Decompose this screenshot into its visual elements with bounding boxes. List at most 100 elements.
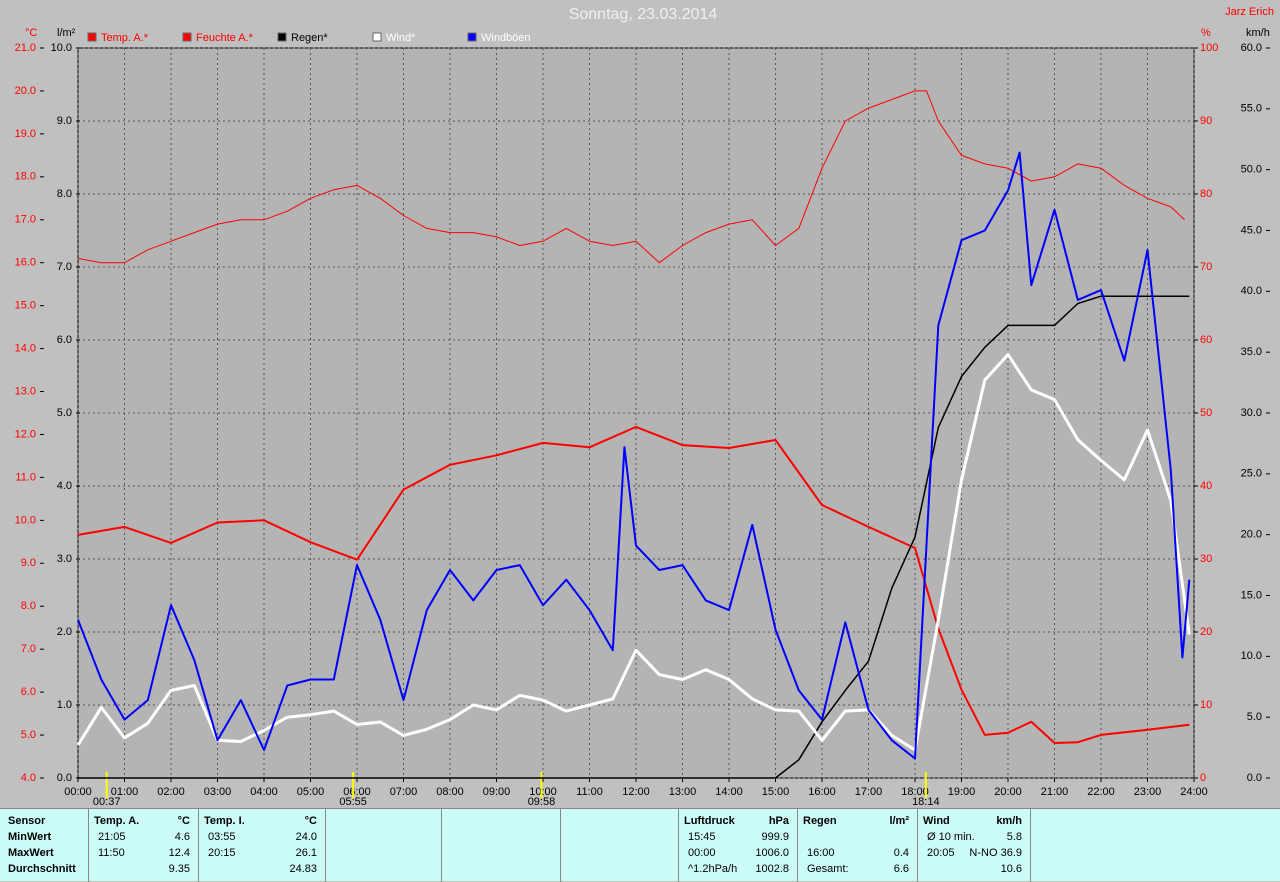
- cell-value: 24.0: [295, 831, 317, 843]
- x-tick-label: 15:00: [762, 786, 790, 798]
- cell-label: 16:00: [807, 847, 835, 859]
- cell-value: 6.6: [893, 863, 909, 875]
- legend-label: Windböen: [481, 32, 531, 44]
- y-tick-label: 21.0: [15, 42, 36, 54]
- y-tick-label: 13.0: [15, 385, 36, 397]
- y-tick-label: 30.0: [1241, 407, 1262, 419]
- marker-label: 05:55: [339, 796, 367, 808]
- y-tick-label: 40.0: [1241, 285, 1262, 297]
- y-tick-label: 18.0: [15, 171, 36, 183]
- cell-label: 21:05: [98, 831, 126, 843]
- separator: [441, 809, 442, 882]
- stats-table: Sensor MinWert MaxWert Durchschnitt Temp. A.…: [0, 808, 1280, 882]
- row-label: Sensor: [8, 815, 46, 827]
- x-tick-label: 20:00: [994, 786, 1022, 798]
- separator: [678, 809, 679, 882]
- x-tick-label: 12:00: [622, 786, 650, 798]
- y-tick-label: 35.0: [1241, 346, 1262, 358]
- legend-swatch: [372, 32, 382, 42]
- y-tick-label: 10.0: [1241, 650, 1262, 662]
- x-tick-label: 19:00: [948, 786, 976, 798]
- cell-value: 0.4: [893, 847, 909, 859]
- x-tick-label: 11:00: [576, 786, 603, 798]
- y-tick-label: 6.0: [21, 686, 36, 698]
- y-tick-label: 90: [1200, 115, 1212, 127]
- legend-label: Feuchte A.*: [196, 32, 254, 44]
- row-label: MaxWert: [8, 847, 54, 859]
- x-tick-label: 05:00: [297, 786, 325, 798]
- cell-value: N-NO 36.9: [969, 847, 1022, 859]
- axis-title: °C: [25, 27, 37, 39]
- x-tick-label: 22:00: [1087, 786, 1115, 798]
- y-tick-label: 19.0: [15, 128, 36, 140]
- chart: Sonntag, 23.03.2014 Jarz Erich 00:00 01:0…: [15, 6, 1274, 808]
- separator: [917, 809, 918, 882]
- y-tick-label: 0.0: [1247, 772, 1262, 784]
- x-tick-label: 07:00: [390, 786, 418, 798]
- axis-title: km/h: [1246, 27, 1270, 39]
- y-tick-label: 9.0: [21, 557, 36, 569]
- y-tick-label: 10: [1200, 699, 1212, 711]
- author: Jarz Erich: [1225, 6, 1274, 18]
- y-tick-label: 15.0: [1241, 589, 1262, 601]
- cell-value: 5.8: [1006, 831, 1022, 843]
- separator: [560, 809, 561, 882]
- column-header: Wind: [923, 815, 950, 827]
- x-tick-label: 09:00: [483, 786, 511, 798]
- cell-label: 03:55: [208, 831, 236, 843]
- column-header: Luftdruck: [684, 815, 735, 827]
- y-tick-label: 16.0: [15, 257, 36, 269]
- series-line: [77, 151, 1191, 760]
- y-tick-label: 0.0: [57, 772, 72, 784]
- cell-value: 12.4: [168, 847, 190, 859]
- y-tick-label: 4.0: [57, 480, 72, 492]
- x-tick-label: 14:00: [715, 786, 743, 798]
- cell-value: 4.6: [174, 831, 190, 843]
- y-tick-label: 1.0: [57, 699, 72, 711]
- y-tick-label: 12.0: [15, 428, 36, 440]
- y-tick-label: 17.0: [15, 214, 36, 226]
- y-tick-label: 9.0: [57, 115, 72, 127]
- row-label: MinWert: [8, 831, 52, 843]
- x-tick-label: 01:00: [111, 786, 139, 798]
- axis-title: %: [1201, 27, 1211, 39]
- x-tick-label: 02:00: [157, 786, 185, 798]
- y-tick-label: 2.0: [57, 626, 72, 638]
- y-tick-label: 8.0: [57, 188, 72, 200]
- x-tick-label: 13:00: [669, 786, 697, 798]
- y-tick-label: 50.0: [1241, 164, 1262, 176]
- legend-swatch: [182, 32, 192, 42]
- cell-label: 00:00: [688, 847, 716, 859]
- separator: [198, 809, 199, 882]
- y-tick-label: 5.0: [21, 729, 36, 741]
- column-header: Temp. I.: [204, 815, 245, 827]
- y-tick-label: 60: [1200, 334, 1212, 346]
- column-header: Regen: [803, 815, 837, 827]
- x-tick-label: 21:00: [1041, 786, 1069, 798]
- legend-swatch: [87, 32, 97, 42]
- y-tick-label: 20.0: [1241, 529, 1262, 541]
- y-tick-label: 60.0: [1241, 42, 1262, 54]
- x-tick-label: 23:00: [1134, 786, 1162, 798]
- cell-label: 20:05: [927, 847, 955, 859]
- y-tick-label: 8.0: [21, 600, 36, 612]
- series-line: [77, 425, 1190, 744]
- x-tick-label: 24:00: [1180, 786, 1208, 798]
- legend-label: Temp. A.*: [101, 32, 149, 44]
- cell-value: 9.35: [168, 863, 190, 875]
- x-tick-label: 08:00: [436, 786, 464, 798]
- y-tick-label: 0: [1200, 772, 1206, 784]
- cell-label: Gesamt:: [807, 863, 849, 875]
- y-tick-label: 7.0: [21, 643, 36, 655]
- legend-label: Wind*: [386, 32, 416, 44]
- y-tick-label: 20: [1200, 626, 1212, 638]
- x-tick-label: 00:00: [64, 786, 92, 798]
- y-tick-label: 50: [1200, 407, 1212, 419]
- y-tick-label: 40: [1200, 480, 1212, 492]
- y-tick-label: 100: [1200, 42, 1218, 54]
- x-tick-label: 04:00: [250, 786, 278, 798]
- y-tick-label: 10.0: [51, 42, 72, 54]
- y-tick-label: 55.0: [1241, 103, 1262, 115]
- legend-swatch: [277, 32, 287, 42]
- legend-label: Regen*: [291, 32, 328, 44]
